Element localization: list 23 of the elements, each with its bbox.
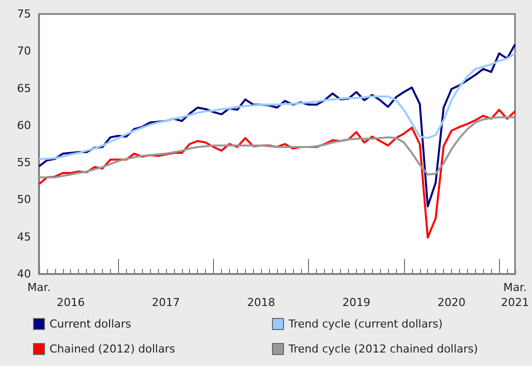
x-tick-label: 2019 xyxy=(342,296,370,309)
x-tick-label: 2017 xyxy=(152,296,180,309)
y-tick-label: 40 xyxy=(17,268,31,280)
x-tick-label: Mar. xyxy=(27,281,51,294)
x-tick-label: 2016 xyxy=(56,296,85,309)
line-series xyxy=(38,43,516,208)
legend-label: Trend cycle (current dollars) xyxy=(288,318,443,330)
y-tick-label: 55 xyxy=(17,156,31,170)
line-series xyxy=(38,116,516,178)
x-tick-label: Mar. 2021 xyxy=(501,281,530,309)
y-tick-label: 60 xyxy=(17,118,31,132)
x-tick-label: 2018 xyxy=(247,296,276,309)
y-tick-label: 45 xyxy=(17,230,31,244)
line-series xyxy=(38,108,516,239)
legend-label: Trend cycle (2012 chained dollars) xyxy=(288,342,478,356)
x-tick-label: 2020 xyxy=(438,296,466,309)
legend-label: Chained (2012) dollars xyxy=(50,342,176,356)
y-tick-label: 75 xyxy=(17,8,31,20)
y-tick-label: 50 xyxy=(17,193,31,206)
y-tick-label: 70 xyxy=(17,44,31,58)
y-tick-label: 65 xyxy=(17,82,31,95)
legend-label: Current dollars xyxy=(50,318,132,330)
line-series xyxy=(38,52,516,160)
